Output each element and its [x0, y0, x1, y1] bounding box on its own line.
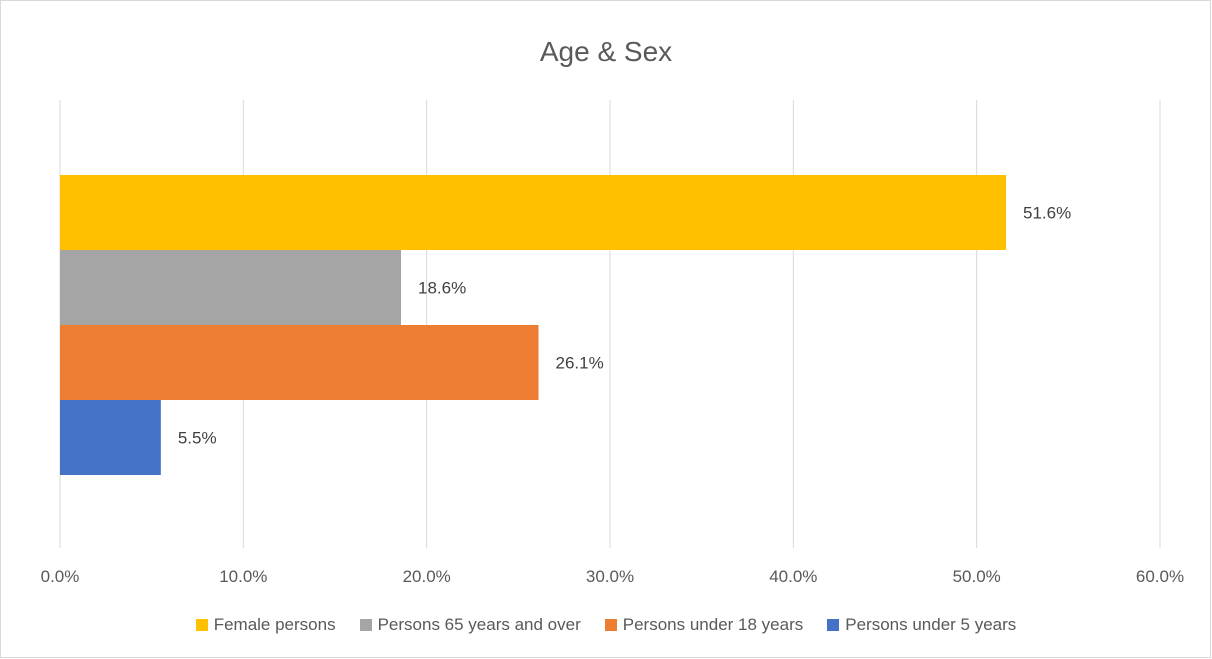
- data-label: 5.5%: [178, 429, 217, 448]
- bar: [60, 400, 161, 475]
- data-label: 26.1%: [556, 354, 604, 373]
- x-tick-label: 60.0%: [1136, 567, 1184, 586]
- legend-label: Female persons: [213, 615, 336, 634]
- legend-label: Persons under 5 years: [845, 615, 1017, 634]
- chart-title: Age & Sex: [539, 36, 673, 67]
- x-tick-label: 30.0%: [586, 567, 634, 586]
- legend-item: Persons under 5 years: [827, 615, 1016, 635]
- bar: [60, 175, 1006, 250]
- legend-item: Persons 65 years and over: [359, 615, 581, 635]
- legend-swatch: [827, 619, 840, 631]
- x-tick-label: 50.0%: [953, 567, 1001, 586]
- bar: [60, 325, 539, 400]
- legend-item: Persons under 18 years: [604, 615, 804, 635]
- x-tick-label: 0.0%: [41, 567, 80, 586]
- x-tick-label: 20.0%: [403, 567, 451, 586]
- legend-swatch: [604, 619, 617, 631]
- x-tick-label: 10.0%: [219, 567, 267, 586]
- legend-item: Female persons: [195, 615, 336, 635]
- data-label: 51.6%: [1023, 204, 1071, 223]
- x-tick-label: 40.0%: [769, 567, 817, 586]
- legend-label: Persons under 18 years: [622, 615, 804, 634]
- legend-label: Persons 65 years and over: [377, 615, 581, 634]
- legend-swatch: [359, 619, 372, 631]
- data-label: 18.6%: [418, 279, 466, 298]
- bar: [60, 250, 401, 325]
- legend-swatch: [195, 619, 208, 631]
- legend: Female persons Persons 65 years and over P…: [0, 615, 1212, 635]
